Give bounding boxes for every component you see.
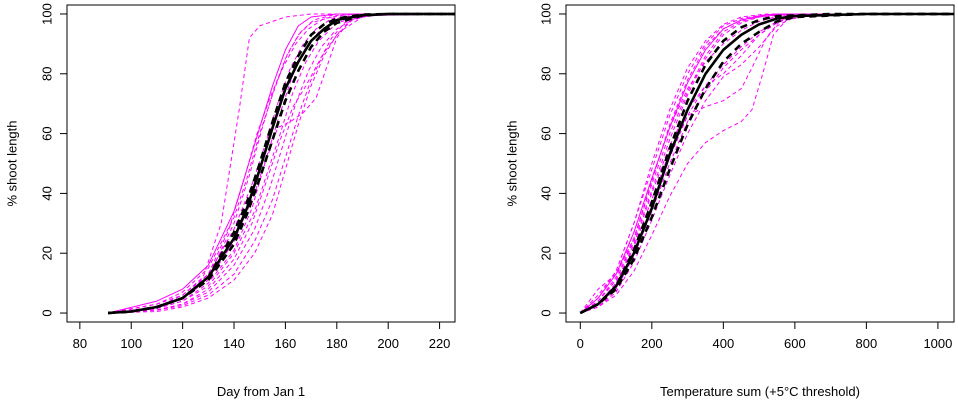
y-tick-label: 60: [40, 126, 55, 140]
y-tick-label: 60: [539, 126, 554, 140]
y-tick-label: 0: [40, 309, 55, 316]
y-axis-title: % shoot length: [5, 120, 20, 206]
y-tick-label: 80: [539, 67, 554, 81]
x-tick-label: 200: [377, 336, 399, 351]
y-tick-label: 0: [539, 309, 554, 316]
x-tick-label: 80: [73, 336, 87, 351]
x-axis-title: Day from Jan 1: [217, 384, 305, 399]
mean-line-0: [579, 12, 954, 315]
y-tick-label: 100: [539, 3, 554, 25]
individual-line-4: [107, 13, 455, 314]
individual-line-10: [580, 13, 954, 314]
individual-line-6: [108, 13, 455, 314]
x-tick-label: 140: [223, 336, 245, 351]
mean-line-2: [579, 12, 954, 315]
individual-line-9: [580, 13, 954, 314]
mean-line-1: [108, 12, 455, 315]
mean-line-0: [108, 12, 455, 315]
y-tick-label: 40: [539, 186, 554, 200]
individual-line-11: [108, 13, 455, 314]
individual-line-12: [108, 13, 455, 314]
x-tick-label: 400: [712, 336, 734, 351]
individual-line-13: [579, 13, 954, 314]
individual-line-11: [580, 13, 954, 314]
individual-line-9: [108, 13, 455, 314]
individual-line-13: [108, 13, 455, 314]
individual-line-3: [579, 13, 954, 314]
mean-line-2: [108, 12, 455, 315]
individual-line-8: [108, 13, 455, 314]
y-tick-label: 80: [40, 67, 55, 81]
plot-frame: [565, 4, 955, 323]
y-tick-label: 100: [40, 3, 55, 25]
individual-line-12: [580, 13, 954, 314]
x-axis-title: Temperature sum (+5°C threshold): [660, 384, 860, 399]
mean-line-1: [579, 12, 954, 315]
y-axis-title: % shoot length: [505, 120, 520, 206]
chart-panel-temperature-sum: 0 200 400 600 800 1000 0 20 40 60 80 100 Temperature…: [505, 3, 955, 399]
individual-line-7: [580, 13, 954, 314]
series-layer: [107, 12, 455, 315]
x-tick-label: 200: [641, 336, 663, 351]
x-tick-label: 100: [120, 336, 142, 351]
x-tick-label: 0: [577, 336, 584, 351]
y-tick-label: 40: [40, 186, 55, 200]
individual-line-7: [108, 13, 455, 314]
individual-line-5: [108, 13, 455, 314]
plot-frame: [66, 4, 456, 323]
x-tick-label: 220: [429, 336, 451, 351]
x-tick-label: 180: [326, 336, 348, 351]
individual-line-6: [579, 13, 954, 314]
individual-line-14: [108, 13, 455, 314]
individual-line-14: [580, 13, 954, 314]
x-tick-label: 600: [784, 336, 806, 351]
individual-line-5: [580, 13, 954, 314]
individual-line-4: [579, 13, 954, 314]
x-tick-label: 160: [275, 336, 297, 351]
individual-line-10: [108, 13, 455, 314]
x-tick-label: 1000: [923, 336, 952, 351]
x-tick-label: 800: [856, 336, 878, 351]
y-tick-label: 20: [40, 246, 55, 260]
individual-line-8: [580, 13, 954, 314]
x-tick-label: 120: [172, 336, 194, 351]
individual-line-15: [580, 13, 954, 314]
series-layer: [579, 12, 954, 315]
y-tick-label: 20: [539, 246, 554, 260]
individual-line-3: [108, 13, 455, 314]
chart-panel-day: 80 100 120 140 160 180 200 220 0 20 40 60 80 100 Day f…: [5, 3, 456, 399]
individual-line-15: [108, 13, 455, 314]
